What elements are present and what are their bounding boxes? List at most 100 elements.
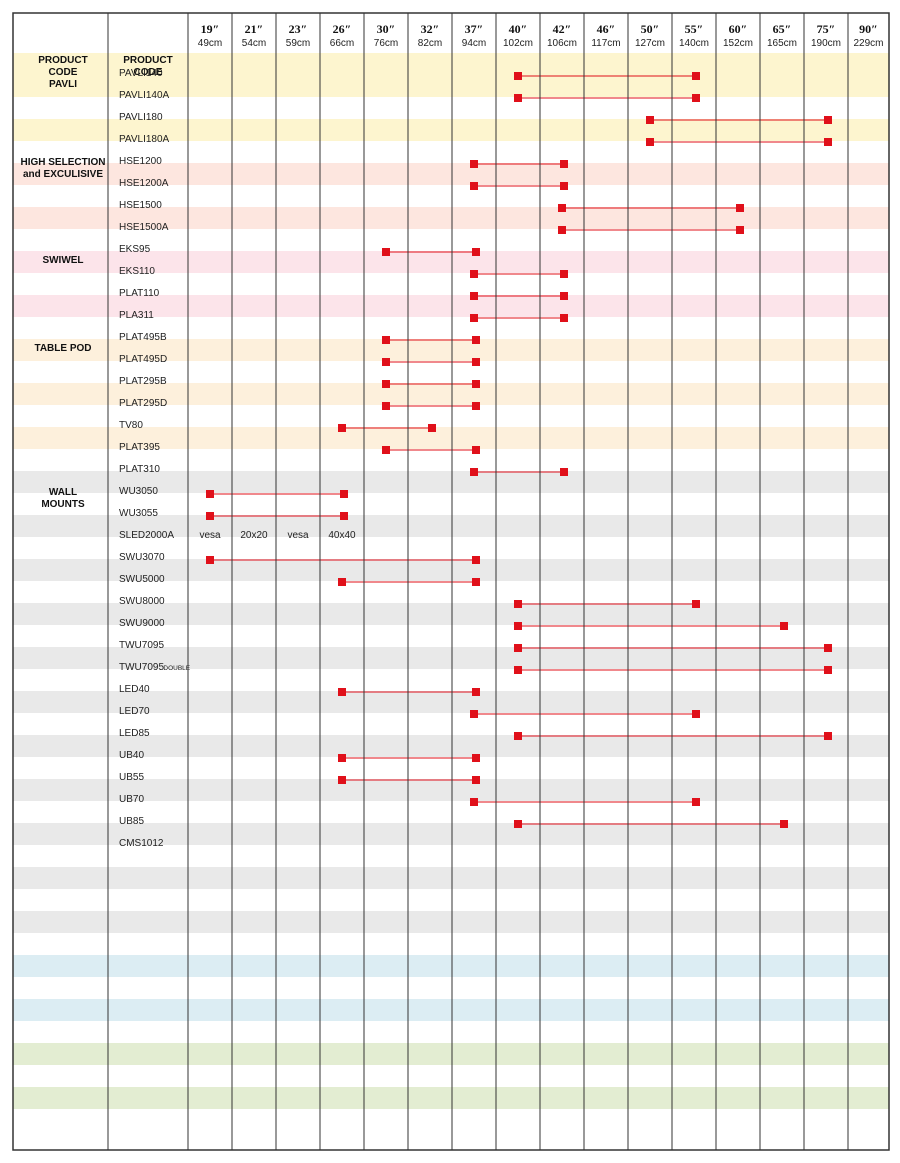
range-end-marker [472, 754, 480, 762]
size-cm-label: 165cm [767, 38, 797, 49]
range-start-marker [470, 710, 478, 718]
size-inch-label: 50″ [641, 22, 660, 36]
product-code: PLAT295D [119, 398, 167, 409]
range-end-marker [560, 182, 568, 190]
range-start-marker [382, 380, 390, 388]
category-label: MOUNTS [41, 499, 85, 510]
product-code: LED40 [119, 684, 150, 695]
range-end-marker [736, 226, 744, 234]
range-start-marker [382, 358, 390, 366]
range-end-marker [472, 402, 480, 410]
range-end-marker [824, 138, 832, 146]
product-code: SWU5000 [119, 574, 165, 585]
product-code-header: PRODUCT [38, 55, 87, 66]
range-end-marker [692, 72, 700, 80]
range-start-marker [470, 182, 478, 190]
vesa-note: vesa [287, 530, 309, 541]
product-code: PLAT395 [119, 442, 160, 453]
size-cm-label: 190cm [811, 38, 841, 49]
range-start-marker [470, 798, 478, 806]
product-code: LED85 [119, 728, 150, 739]
range-start-marker [382, 402, 390, 410]
range-end-marker [340, 490, 348, 498]
size-cm-label: 229cm [853, 38, 883, 49]
row-band [13, 911, 889, 933]
product-code: PLAT495D [119, 354, 167, 365]
product-code: PLAT110 [119, 288, 160, 299]
range-start-marker [206, 490, 214, 498]
range-end-marker [472, 556, 480, 564]
range-end-marker [824, 116, 832, 124]
product-code: TV80 [119, 420, 143, 431]
category-label: WALL [49, 487, 77, 498]
product-code: PLAT495B [119, 332, 167, 343]
range-end-marker [472, 380, 480, 388]
range-end-marker [560, 314, 568, 322]
product-code-header: PRODUCT [123, 55, 172, 66]
size-cm-label: 106cm [547, 38, 577, 49]
range-end-marker [692, 798, 700, 806]
row-band [13, 779, 889, 801]
range-end-marker [824, 666, 832, 674]
range-end-marker [560, 468, 568, 476]
range-start-marker [382, 446, 390, 454]
vesa-note: vesa [199, 530, 221, 541]
range-start-marker [470, 292, 478, 300]
product-code: SLED2000A [119, 530, 174, 541]
product-code: SWU3070 [119, 552, 165, 563]
product-code: PAVLI140A [119, 90, 170, 101]
range-end-marker [472, 776, 480, 784]
size-inch-label: 30″ [377, 22, 396, 36]
product-code: SWU9000 [119, 618, 165, 629]
product-code-header: CODE [134, 67, 163, 78]
product-code: LED70 [119, 706, 150, 717]
range-start-marker [470, 270, 478, 278]
size-cm-label: 54cm [242, 38, 266, 49]
product-code: UB55 [119, 772, 144, 783]
product-code: PLAT295B [119, 376, 167, 387]
size-inch-label: 32″ [421, 22, 440, 36]
range-start-marker [206, 512, 214, 520]
product-code: WU3055 [119, 508, 158, 519]
size-cm-label: 76cm [374, 38, 398, 49]
range-start-marker [514, 622, 522, 630]
range-start-marker [382, 248, 390, 256]
row-band [13, 955, 889, 977]
product-code: HSE1500A [119, 222, 169, 233]
range-end-marker [560, 160, 568, 168]
product-code: HSE1500 [119, 200, 162, 211]
range-start-marker [558, 226, 566, 234]
product-code: PLAT310 [119, 464, 160, 475]
range-start-marker [514, 94, 522, 102]
range-start-marker [646, 116, 654, 124]
product-code: PAVLI180 [119, 112, 163, 123]
range-end-marker [472, 446, 480, 454]
category-label: SWIWEL [42, 255, 83, 266]
range-start-marker [470, 468, 478, 476]
size-inch-label: 60″ [729, 22, 748, 36]
category-label: PAVLI [49, 79, 77, 90]
range-end-marker [472, 248, 480, 256]
range-end-marker [780, 820, 788, 828]
vesa-note: 20x20 [240, 530, 268, 541]
range-start-marker [514, 600, 522, 608]
size-inch-label: 26″ [333, 22, 352, 36]
product-code: UB40 [119, 750, 144, 761]
size-inch-label: 46″ [597, 22, 616, 36]
range-start-marker [558, 204, 566, 212]
size-inch-label: 65″ [773, 22, 792, 36]
range-end-marker [736, 204, 744, 212]
size-inch-label: 90″ [859, 22, 878, 36]
product-code: TWU7095 [119, 662, 164, 673]
range-start-marker [514, 644, 522, 652]
size-inch-label: 21″ [245, 22, 264, 36]
size-inch-label: 40″ [509, 22, 528, 36]
product-code: EKS110 [119, 266, 155, 277]
product-code: PAVLI140 [119, 68, 163, 79]
row-band [13, 999, 889, 1021]
range-start-marker [470, 314, 478, 322]
range-end-marker [472, 336, 480, 344]
range-start-marker [514, 72, 522, 80]
product-code-header: CODE [49, 67, 78, 78]
